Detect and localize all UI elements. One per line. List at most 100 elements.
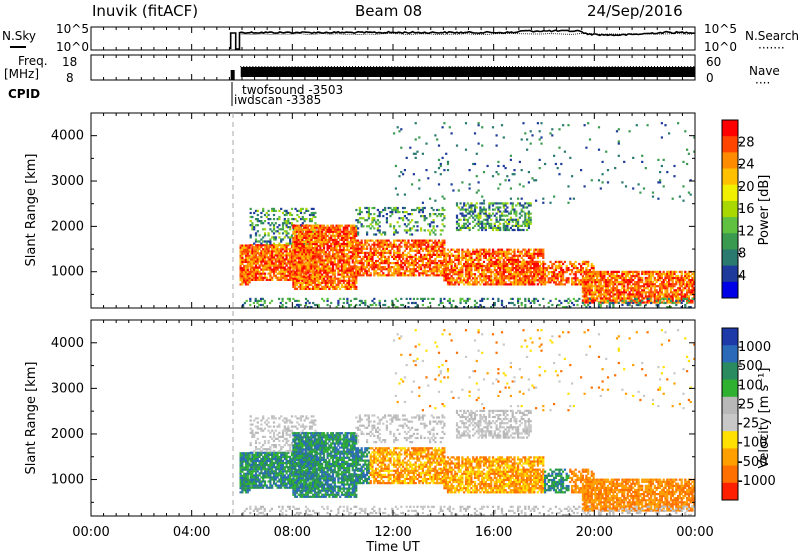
power-cell bbox=[488, 269, 491, 272]
power-cell bbox=[249, 260, 252, 263]
power-cell bbox=[330, 257, 333, 260]
power-cell bbox=[376, 272, 379, 275]
power-cell bbox=[457, 281, 460, 284]
power-cell bbox=[664, 291, 667, 294]
power-cell bbox=[606, 285, 610, 288]
power-cell bbox=[529, 218, 532, 221]
power-cell bbox=[486, 250, 489, 253]
power-cell bbox=[488, 264, 491, 268]
power-cell bbox=[294, 230, 297, 233]
power-cell bbox=[358, 208, 361, 212]
power-cell bbox=[244, 252, 248, 255]
freq-left-tick-bottom: 8 bbox=[66, 71, 74, 85]
power-cell bbox=[398, 245, 401, 248]
power-cell bbox=[450, 279, 453, 282]
power-cell bbox=[520, 271, 523, 274]
power-cell bbox=[405, 262, 408, 265]
power-cell bbox=[666, 295, 669, 298]
power-cell bbox=[269, 274, 272, 277]
power-cell bbox=[574, 275, 577, 278]
power-cell bbox=[411, 245, 414, 248]
power-cell bbox=[310, 226, 313, 229]
power-cell bbox=[384, 274, 387, 277]
power-cell bbox=[560, 267, 563, 270]
power-cell bbox=[639, 295, 642, 298]
power-cell bbox=[513, 267, 516, 270]
power-cell bbox=[513, 248, 516, 251]
power-cell bbox=[340, 255, 344, 258]
power-cell bbox=[366, 231, 369, 234]
power-cell bbox=[411, 208, 414, 212]
power-cell bbox=[384, 243, 387, 246]
power-cell bbox=[448, 260, 451, 263]
power-cell bbox=[304, 245, 308, 248]
power-cell bbox=[400, 266, 403, 269]
power-cell bbox=[312, 251, 315, 254]
power-cell bbox=[310, 232, 313, 235]
power-cell bbox=[315, 255, 318, 258]
power-cell bbox=[646, 295, 649, 298]
power-cell bbox=[468, 283, 471, 286]
power-cell bbox=[335, 257, 338, 260]
power-cell bbox=[254, 272, 258, 275]
power-cell bbox=[403, 223, 406, 226]
power-cell bbox=[455, 258, 459, 261]
power-cell bbox=[477, 267, 480, 270]
power-cell bbox=[443, 264, 446, 268]
power-cell bbox=[376, 255, 379, 258]
power-cell bbox=[592, 270, 595, 273]
power-cell bbox=[292, 259, 295, 262]
power-cell bbox=[499, 283, 502, 286]
power-cell bbox=[414, 268, 417, 271]
power-cell bbox=[481, 210, 484, 213]
power-cell bbox=[499, 250, 502, 253]
power-cell bbox=[405, 229, 408, 232]
power-cell bbox=[262, 236, 265, 239]
power-cell bbox=[615, 270, 619, 273]
power-cell bbox=[477, 260, 480, 263]
power-cell bbox=[499, 226, 502, 229]
power-cell bbox=[437, 264, 441, 267]
power-cell bbox=[278, 242, 281, 245]
power-cell bbox=[331, 279, 335, 282]
power-cell bbox=[481, 267, 484, 270]
power-cell bbox=[253, 268, 256, 271]
power-cell bbox=[544, 279, 547, 282]
power-cell bbox=[508, 283, 511, 286]
power-cell bbox=[409, 268, 412, 271]
power-cell bbox=[254, 244, 258, 247]
power-cell bbox=[524, 248, 527, 251]
power-cell bbox=[418, 239, 421, 242]
power-cell bbox=[499, 258, 502, 261]
power-cell bbox=[321, 257, 324, 260]
power-cell bbox=[535, 277, 538, 280]
power-cell bbox=[371, 255, 374, 258]
power-cell bbox=[378, 262, 381, 265]
power-cell bbox=[285, 264, 288, 267]
power-cell bbox=[315, 240, 318, 244]
power-cell bbox=[418, 259, 421, 263]
power-cell bbox=[283, 254, 286, 257]
power-cell bbox=[515, 222, 518, 225]
power-cell bbox=[303, 218, 306, 221]
power-cell bbox=[429, 231, 432, 234]
power-cell bbox=[244, 246, 248, 249]
power-cell bbox=[540, 269, 543, 272]
power-cell bbox=[351, 281, 354, 284]
power-cell bbox=[533, 275, 536, 278]
power-cell bbox=[473, 273, 477, 276]
power-cell bbox=[313, 285, 317, 288]
power-cell bbox=[403, 259, 406, 263]
power-cell bbox=[263, 274, 267, 277]
power-cell bbox=[278, 218, 281, 221]
power-cell bbox=[486, 258, 489, 261]
power-cell bbox=[385, 221, 388, 224]
power-cell bbox=[526, 267, 529, 270]
power-cell bbox=[526, 206, 529, 209]
power-cell bbox=[378, 272, 381, 275]
power-cell bbox=[330, 283, 333, 286]
power-cell bbox=[310, 228, 313, 231]
power-cell bbox=[335, 255, 338, 258]
power-cell bbox=[373, 233, 376, 236]
power-cell bbox=[434, 233, 437, 236]
